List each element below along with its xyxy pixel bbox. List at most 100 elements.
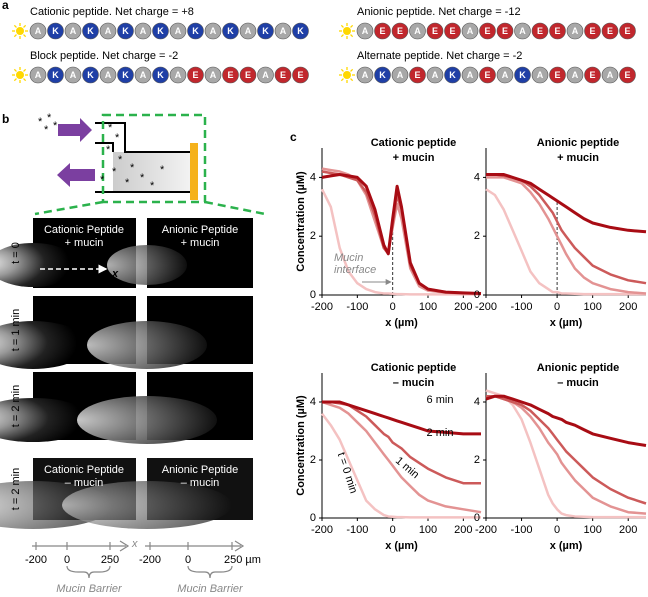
x-tick-label: 200 [454,301,472,313]
bead-letter: A [397,70,404,80]
svg-text:*: * [38,116,43,128]
bead-letter: A [70,26,77,36]
bead [152,22,169,40]
bead [257,22,274,40]
bead-letter: K [157,26,164,36]
sun-ray [350,24,354,28]
bead [187,22,204,40]
series-line [485,188,646,296]
bead [496,66,514,84]
y-tick-label: 4 [474,396,480,408]
sun-ray [13,68,17,72]
sun [343,27,351,35]
peptide-label: Alternate peptide. Net charge = -2 [357,50,522,62]
annotation: interface [334,264,376,276]
x-tick-label: 0 [390,524,396,536]
image-glow [107,245,187,285]
image-label: – mucin [65,477,104,489]
series-label: t = 0 min [335,451,360,495]
bead [239,66,257,84]
bead [169,22,187,40]
x-tick-label: -100 [346,524,368,536]
bead-letter: A [607,70,614,80]
image-label: Anionic Peptide [162,224,238,236]
chart-title: Cationic peptide [371,362,457,374]
x-tick-label: 100 [583,524,601,536]
svg-text:*: * [130,162,135,174]
bead-letter: A [35,26,42,36]
x-tick-label: 0 [554,524,560,536]
x-tick-label: -100 [511,524,533,536]
bead-letter: E [227,70,233,80]
image-glow [87,321,207,369]
scale-axis [32,542,241,550]
bead [479,66,496,84]
x-tick-label: 100 [419,524,437,536]
x-axis-label: x (µm) [385,317,418,329]
x-tick-label: 200 [619,524,637,536]
bead-letter: A [105,26,112,36]
bead [292,22,309,40]
y-tick-label: 2 [310,454,316,466]
sun-ray [340,68,344,72]
sun-ray [23,68,27,72]
bead-letter: A [502,70,509,80]
image-label: Anionic Peptide [162,464,238,476]
bead-letter: A [467,70,474,80]
bead [461,66,479,84]
bead-letter: A [519,26,526,36]
zoom-lines [34,200,266,216]
bead [292,66,309,84]
bead [619,66,636,84]
sun-ray [350,68,354,72]
series-line [321,400,482,514]
bead [134,66,152,84]
svg-text:*: * [115,132,120,144]
bead-letter: A [467,26,474,36]
bead-letter: E [297,70,303,80]
image-label: + mucin [181,237,220,249]
bead [82,66,99,84]
bead-letter: A [210,26,217,36]
bead [47,66,64,84]
bead [82,22,99,40]
charts: Cationic peptide + mucin 0 2 4 -200 -100 0 100 20… [295,137,647,552]
peptide-stars: * ** * **** ** ** *** [38,112,165,192]
bead [409,66,426,84]
chart-title: + mucin [557,152,599,164]
bead-letter: E [502,26,508,36]
bead-letter: A [262,70,269,80]
x-tick-label: -200 [311,524,333,536]
bead [356,66,374,84]
bead [99,22,117,40]
bead [479,22,496,40]
bead [514,22,531,40]
x-tick-label: -100 [511,301,533,313]
bead [29,66,47,84]
series-label: 1 min [393,455,421,481]
bead [584,66,601,84]
y-axis-label: Concentration (µM) [295,395,307,496]
x-tick-label: 200 [454,524,472,536]
image-glow [0,243,78,287]
bead [426,66,444,84]
bead-letter: A [140,70,147,80]
scale-arrowheads [119,540,245,552]
bead [117,22,134,40]
y-tick-label: 2 [474,230,480,242]
image-label: – mucin [181,477,220,489]
series-line [486,176,647,295]
bead-letter: K [52,70,59,80]
bead-letter: E [589,26,595,36]
bead [391,22,409,40]
bead-letter: E [484,26,490,36]
sun-ray [340,34,344,38]
bead [374,22,391,40]
x-tick-label: 200 [619,301,637,313]
bead-letter: K [52,26,59,36]
barrier-bar [190,143,198,200]
bead-letter: A [280,26,287,36]
bead-letter: K [157,70,164,80]
bead [601,22,619,40]
x-tick-label: -200 [311,301,333,313]
